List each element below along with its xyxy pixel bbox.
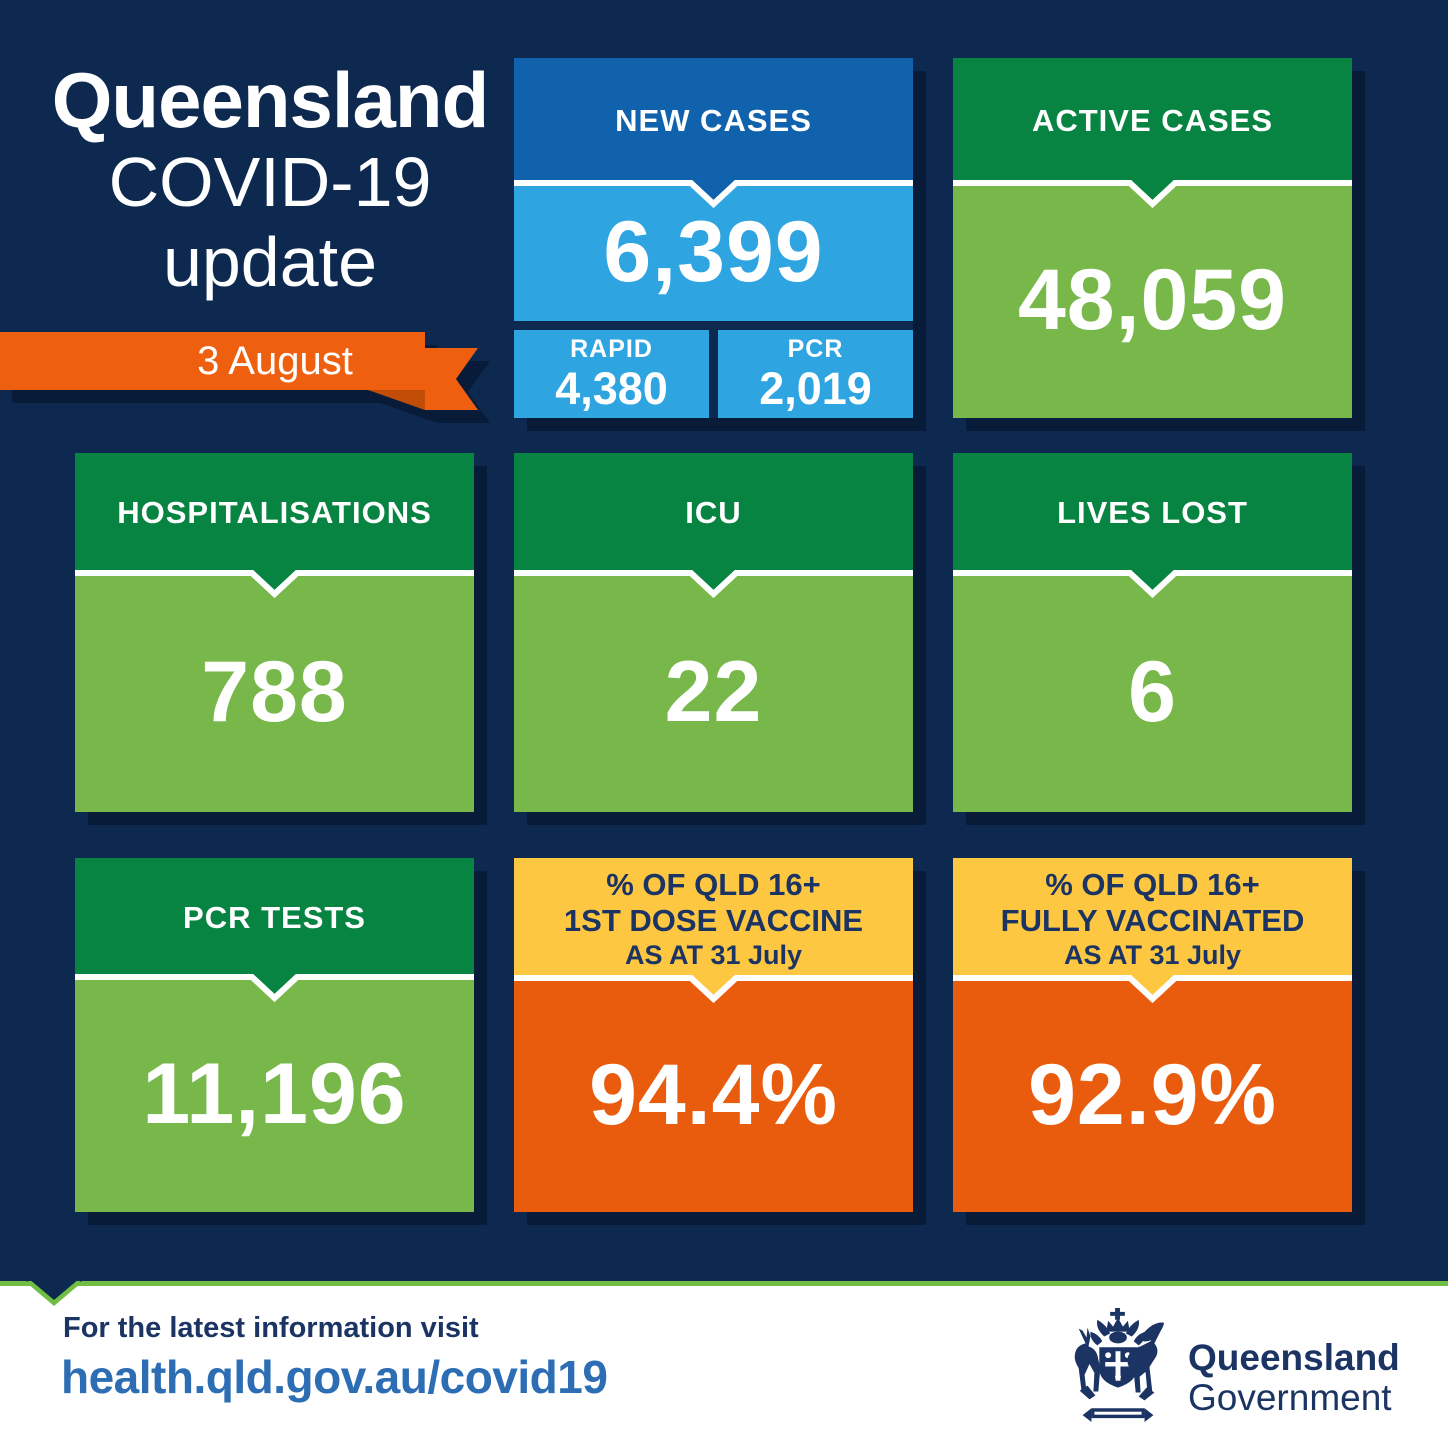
card-new-cases: NEW CASES 6,399 RAPID 4,380 PCR 2,019 — [514, 58, 913, 418]
rapid-sub-card: RAPID 4,380 — [514, 330, 709, 418]
gov-logo-government: Government — [1188, 1377, 1392, 1418]
sub-row-gap — [514, 321, 913, 330]
card-hospitalisations-body: 788 — [75, 570, 474, 812]
first-dose-value: 94.4% — [589, 1046, 838, 1143]
coat-of-arms-icon — [1074, 1307, 1165, 1423]
fully-vaccinated-label-line1: % OF QLD 16+ — [1045, 867, 1260, 902]
active-cases-value: 48,059 — [1017, 252, 1288, 348]
first-dose-label-line2: 1ST DOSE VACCINE — [563, 903, 864, 938]
new-cases-value: 6,399 — [603, 203, 824, 300]
gov-logo-text: Queensland Government — [1188, 1338, 1400, 1418]
fully-vaccinated-label-line3: AS AT 31 July — [1063, 940, 1242, 970]
card-pcr-tests-body: 11,196 — [75, 974, 474, 1212]
ribbon-shape-icon — [0, 332, 478, 410]
card-active-cases-body: 48,059 — [953, 180, 1352, 418]
card-pcr-tests: PCR TESTS 11,196 — [75, 858, 474, 1212]
fully-vaccinated-value: 92.9% — [1028, 1046, 1277, 1143]
card-fully-vaccinated-body: 92.9% — [953, 975, 1352, 1212]
queensland-government-logo: Queensland Government — [1062, 1302, 1422, 1432]
notch-divider-icon — [953, 975, 1352, 1003]
pcr-tests-value: 11,196 — [142, 1046, 407, 1142]
title-line-update: update — [162, 223, 378, 301]
notch-divider-icon — [75, 974, 474, 1002]
ribbon-date-label: 3 August — [197, 338, 353, 383]
gov-logo-queensland: Queensland — [1188, 1337, 1400, 1378]
card-pcr-tests-header: PCR TESTS — [75, 858, 474, 977]
new-cases-breakdown: RAPID 4,380 PCR 2,019 — [514, 330, 913, 418]
fully-vaccinated-label-line2: FULLY VACCINATED — [1000, 903, 1305, 938]
title-line-queensland: Queensland — [51, 56, 489, 144]
footer-visit-text: For the latest information visit — [63, 1312, 479, 1344]
notch-divider-icon — [514, 570, 913, 598]
card-lives-lost: LIVES LOST 6 — [953, 453, 1352, 812]
card-hospitalisations: HOSPITALISATIONS 788 — [75, 453, 474, 812]
notch-divider-icon — [75, 570, 474, 598]
card-fully-vaccinated-header: % OF QLD 16+ FULLY VACCINATED AS AT 31 J… — [953, 858, 1352, 978]
page-title: Queensland COVID-19 update — [30, 58, 510, 302]
footer: For the latest information visit health.… — [0, 1281, 1448, 1434]
card-fully-vaccinated: % OF QLD 16+ FULLY VACCINATED AS AT 31 J… — [953, 858, 1352, 1212]
hospitalisations-label: HOSPITALISATIONS — [117, 495, 432, 530]
notch-divider-icon — [514, 975, 913, 1003]
card-active-cases-header: ACTIVE CASES — [953, 58, 1352, 183]
notch-divider-icon — [953, 180, 1352, 208]
footer-notch-icon — [26, 1281, 82, 1306]
card-icu-body: 22 — [514, 570, 913, 812]
card-first-dose-vaccine: % OF QLD 16+ 1ST DOSE VACCINE AS AT 31 J… — [514, 858, 913, 1212]
pcr-sub-card: PCR 2,019 — [718, 330, 913, 418]
date-ribbon: 3 August — [0, 330, 480, 414]
pcr-value: 2,019 — [759, 363, 872, 414]
card-icu: ICU 22 — [514, 453, 913, 812]
card-first-dose-header: % OF QLD 16+ 1ST DOSE VACCINE AS AT 31 J… — [514, 858, 913, 978]
icu-label: ICU — [685, 495, 742, 530]
card-first-dose-body: 94.4% — [514, 975, 913, 1212]
title-line-covid19: COVID-19 — [108, 143, 432, 221]
icu-value: 22 — [664, 644, 763, 740]
rapid-value: 4,380 — [555, 363, 668, 414]
card-new-cases-header: NEW CASES — [514, 58, 913, 183]
notch-divider-icon — [953, 570, 1352, 598]
card-hospitalisations-header: HOSPITALISATIONS — [75, 453, 474, 573]
first-dose-label-line1: % OF QLD 16+ — [606, 867, 821, 902]
first-dose-label-line3: AS AT 31 July — [624, 940, 803, 970]
hospitalisations-value: 788 — [201, 644, 348, 740]
pcr-label: PCR — [787, 335, 844, 363]
rapid-label: RAPID — [570, 335, 653, 363]
active-cases-label: ACTIVE CASES — [1031, 102, 1274, 138]
new-cases-label: NEW CASES — [615, 102, 812, 138]
pcr-tests-label: PCR TESTS — [183, 899, 366, 935]
lives-lost-label: LIVES LOST — [1057, 495, 1248, 530]
card-active-cases: ACTIVE CASES 48,059 — [953, 58, 1352, 418]
card-lives-lost-body: 6 — [953, 570, 1352, 812]
card-lives-lost-header: LIVES LOST — [953, 453, 1352, 573]
card-icu-header: ICU — [514, 453, 913, 573]
lives-lost-value: 6 — [1128, 644, 1177, 740]
footer-health-url[interactable]: health.qld.gov.au/covid19 — [61, 1351, 608, 1403]
card-new-cases-body: 6,399 — [514, 180, 913, 321]
